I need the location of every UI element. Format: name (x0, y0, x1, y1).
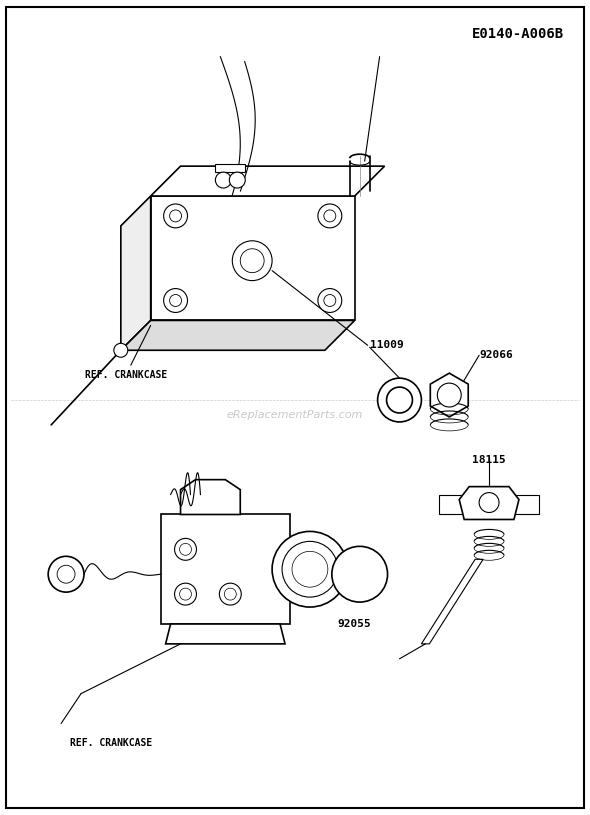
Circle shape (224, 588, 236, 600)
Text: 18115: 18115 (472, 455, 506, 465)
Text: eReplacementParts.com: eReplacementParts.com (227, 410, 363, 420)
Circle shape (240, 249, 264, 273)
Polygon shape (121, 320, 355, 350)
Circle shape (437, 383, 461, 407)
Text: 92066: 92066 (479, 350, 513, 360)
Circle shape (324, 294, 336, 306)
Circle shape (386, 387, 412, 413)
Polygon shape (181, 480, 240, 514)
Circle shape (292, 551, 328, 587)
Polygon shape (166, 624, 285, 644)
Circle shape (163, 289, 188, 312)
Circle shape (232, 240, 272, 280)
Circle shape (318, 289, 342, 312)
Circle shape (219, 584, 241, 605)
Polygon shape (459, 487, 519, 519)
Circle shape (114, 343, 128, 357)
Circle shape (57, 566, 75, 584)
Circle shape (163, 204, 188, 228)
Polygon shape (430, 373, 468, 417)
Polygon shape (150, 166, 385, 196)
Circle shape (324, 210, 336, 222)
Circle shape (175, 539, 196, 560)
Text: E0140-A006B: E0140-A006B (471, 27, 563, 41)
Polygon shape (160, 514, 290, 624)
Polygon shape (421, 559, 483, 644)
Text: REF. CRANKCASE: REF. CRANKCASE (70, 738, 152, 748)
Circle shape (318, 204, 342, 228)
Circle shape (179, 588, 192, 600)
Circle shape (169, 210, 182, 222)
Polygon shape (215, 164, 245, 172)
Circle shape (332, 546, 388, 602)
Circle shape (272, 531, 348, 607)
Polygon shape (514, 495, 539, 514)
Circle shape (48, 557, 84, 593)
Polygon shape (121, 196, 150, 350)
Text: 92055: 92055 (338, 619, 372, 629)
Circle shape (479, 492, 499, 513)
Circle shape (215, 172, 231, 188)
Polygon shape (440, 495, 464, 514)
Circle shape (179, 544, 192, 555)
Text: 11009: 11009 (370, 341, 404, 350)
Circle shape (169, 294, 182, 306)
Polygon shape (150, 196, 355, 320)
Circle shape (378, 378, 421, 422)
Circle shape (230, 172, 245, 188)
Circle shape (175, 584, 196, 605)
Circle shape (282, 541, 338, 597)
Text: REF. CRANKCASE: REF. CRANKCASE (85, 370, 167, 380)
